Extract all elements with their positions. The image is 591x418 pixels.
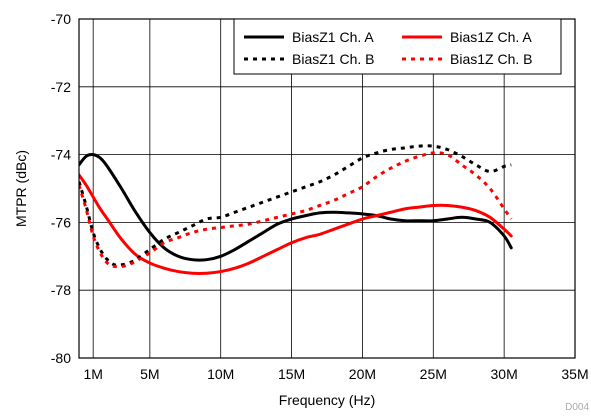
x-axis-tick-labels: 1M 5M 10M 15M 20M 25M 30M 35M: [83, 366, 588, 382]
x-tick-label: 25M: [420, 366, 447, 382]
x-axis-label: Frequency (Hz): [279, 392, 375, 408]
series-line-bias1z-ch-a: [79, 173, 513, 275]
x-tick-label: 20M: [349, 366, 376, 382]
legend-label: Bias1Z Ch. B: [450, 51, 532, 67]
legend-label: Bias1Z Ch. A: [450, 29, 532, 45]
y-tick-label: -76: [51, 214, 71, 230]
legend-label: BiasZ1 Ch. B: [292, 51, 374, 67]
legend: BiasZ1 Ch. A Bias1Z Ch. A BiasZ1 Ch. B Bias…: [233, 18, 562, 75]
y-tick-label: -80: [51, 350, 71, 366]
series-layer: [79, 144, 513, 275]
x-tick-label: 10M: [207, 366, 234, 382]
legend-box: [233, 18, 562, 75]
x-tick-label: 35M: [561, 366, 588, 382]
x-tick-label: 15M: [278, 366, 305, 382]
y-axis-tick-labels: -70 -72 -74 -76 -78 -80: [51, 11, 71, 366]
figure-id-label: D004: [565, 402, 589, 413]
series-line-biasz1-ch-b: [79, 144, 512, 267]
series-line-bias1z-ch-b: [79, 151, 513, 269]
legend-label: BiasZ1 Ch. A: [292, 29, 374, 45]
x-tick-label: 30M: [491, 366, 518, 382]
y-tick-label: -70: [51, 11, 71, 27]
x-tick-label: 1M: [83, 366, 102, 382]
y-tick-label: -72: [51, 79, 71, 95]
x-tick-label: 5M: [140, 366, 159, 382]
series-line-biasz1-ch-a: [79, 153, 513, 262]
y-tick-label: -78: [51, 282, 71, 298]
y-tick-label: -74: [51, 147, 71, 163]
y-axis-label: MTPR (dBc): [13, 150, 29, 227]
